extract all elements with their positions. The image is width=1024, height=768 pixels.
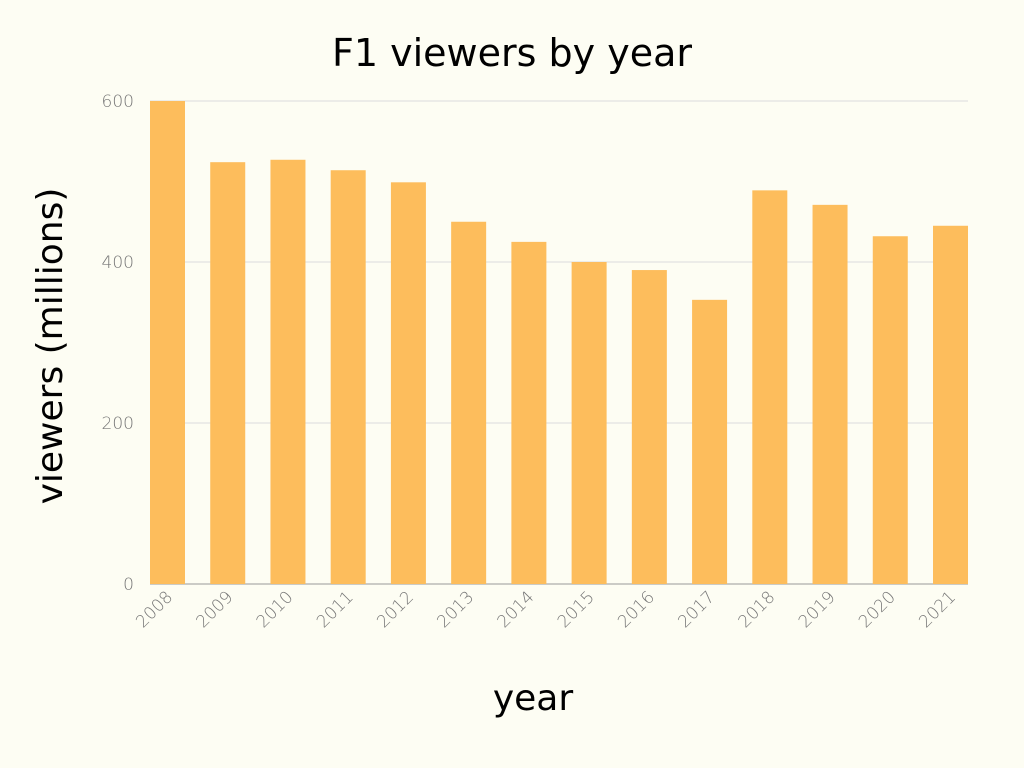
bar-2015 — [571, 262, 607, 584]
x-tick-label: 2008 — [132, 587, 177, 632]
x-tick-label: 2009 — [193, 587, 238, 632]
bar-2011 — [330, 170, 366, 585]
y-tick-label: 200 — [102, 414, 134, 434]
bar-2010 — [270, 159, 306, 584]
x-tick-label: 2015 — [554, 587, 599, 632]
bar-2008 — [150, 101, 185, 584]
bar-2014 — [511, 241, 547, 584]
bar-2017 — [692, 299, 728, 584]
bars — [150, 101, 968, 585]
x-tick-label: 2019 — [795, 587, 840, 632]
x-axis-label: year — [493, 678, 574, 719]
y-tick-labels: 0 200 400 600 — [102, 92, 134, 595]
x-tick-label: 2011 — [313, 587, 358, 632]
x-tick-label: 2013 — [433, 587, 478, 632]
bar-2020 — [872, 236, 908, 585]
x-tick-label: 2016 — [614, 587, 659, 632]
y-axis-label: viewers (millions) — [30, 188, 71, 505]
x-tick-labels: 2008 2009 2010 2011 2012 2013 2014 2015 2016 2017… — [132, 587, 960, 632]
bar-2018 — [752, 190, 788, 585]
x-tick-label: 2012 — [373, 587, 418, 632]
bar-2021 — [933, 225, 968, 584]
x-tick-label: 2020 — [855, 587, 900, 632]
bar-2013 — [451, 221, 487, 584]
bar-2016 — [631, 270, 667, 584]
bar-2012 — [390, 182, 426, 584]
bar-2009 — [210, 162, 246, 584]
y-tick-label: 600 — [102, 92, 134, 112]
x-tick-label: 2014 — [494, 587, 539, 632]
x-tick-label: 2017 — [674, 587, 719, 632]
x-tick-label: 2021 — [915, 587, 960, 632]
x-tick-label: 2010 — [253, 587, 298, 632]
chart-title: F1 viewers by year — [332, 31, 692, 75]
x-tick-label: 2018 — [735, 587, 780, 632]
y-tick-label: 400 — [102, 253, 134, 273]
y-tick-label: 0 — [123, 575, 134, 595]
bar-2019 — [812, 204, 848, 584]
